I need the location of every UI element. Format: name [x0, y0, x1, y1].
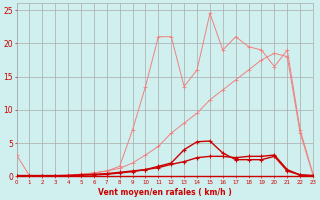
X-axis label: Vent moyen/en rafales ( km/h ): Vent moyen/en rafales ( km/h ) — [98, 188, 232, 197]
